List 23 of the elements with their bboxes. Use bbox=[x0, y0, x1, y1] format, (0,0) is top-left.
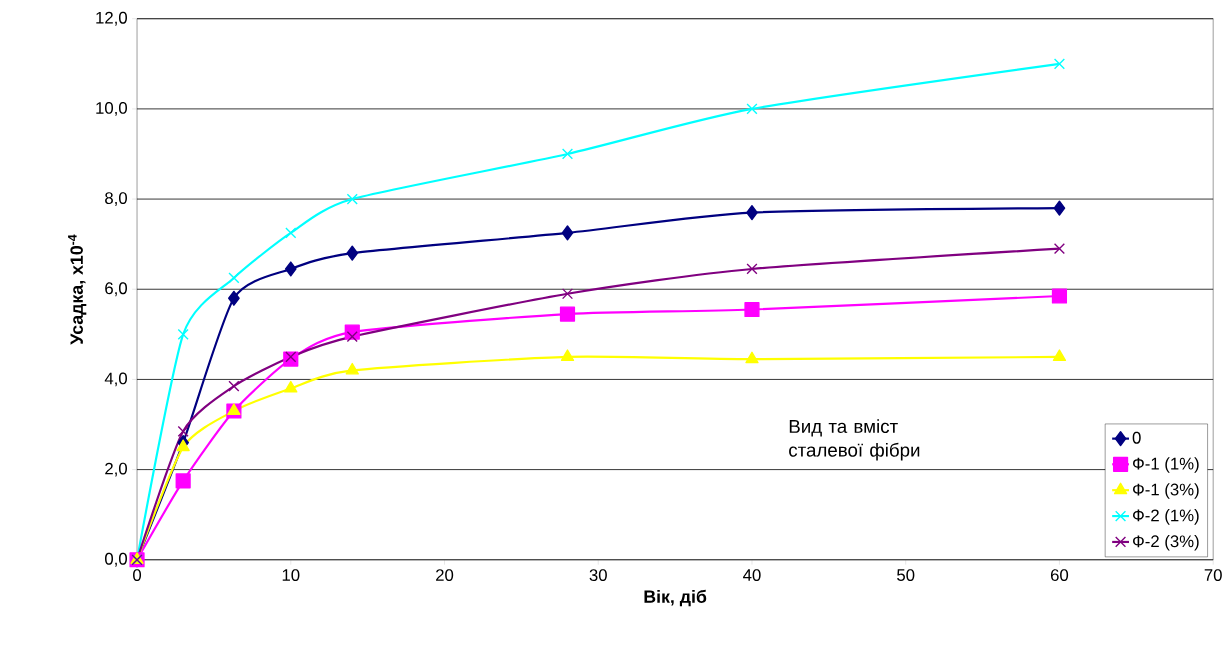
y-tick-label: 0,0 bbox=[105, 552, 127, 567]
legend-label: Ф-2 (1%) bbox=[1133, 508, 1199, 525]
legend-label: 0 bbox=[1132, 431, 1141, 444]
y-tick-label: 4,0 bbox=[104, 372, 127, 387]
x-tick-label: 60 bbox=[1050, 568, 1069, 581]
legend-label: Ф-1 (3%) bbox=[1133, 482, 1199, 499]
y-tick-label: 2,0 bbox=[105, 462, 127, 477]
y-tick-label: 12,0 bbox=[96, 11, 127, 26]
x-tick-label: 50 bbox=[897, 568, 915, 581]
y-tick-label: 8,0 bbox=[105, 191, 127, 206]
x-tick-label: 10 bbox=[282, 568, 300, 581]
x-tick-label: 0 bbox=[133, 568, 142, 581]
legend-label: Ф-1 (1%) bbox=[1133, 457, 1199, 473]
legend-label: Ф-2 (3%) bbox=[1133, 534, 1199, 551]
x-tick-label: 30 bbox=[589, 568, 607, 581]
x-tick-label: 70 bbox=[1204, 568, 1222, 581]
legend-title: Вид та вміст сталевої фібри bbox=[789, 419, 920, 461]
x-axis-title: Вік, діб bbox=[644, 589, 707, 607]
x-tick-label: 20 bbox=[436, 568, 454, 581]
x-tick-label: 40 bbox=[743, 568, 761, 581]
y-axis-title: Усадка, x10$^{-4}$ bbox=[68, 234, 87, 345]
y-tick-label: 6,0 bbox=[105, 282, 127, 296]
y-tick-label: 10,0 bbox=[96, 101, 127, 116]
